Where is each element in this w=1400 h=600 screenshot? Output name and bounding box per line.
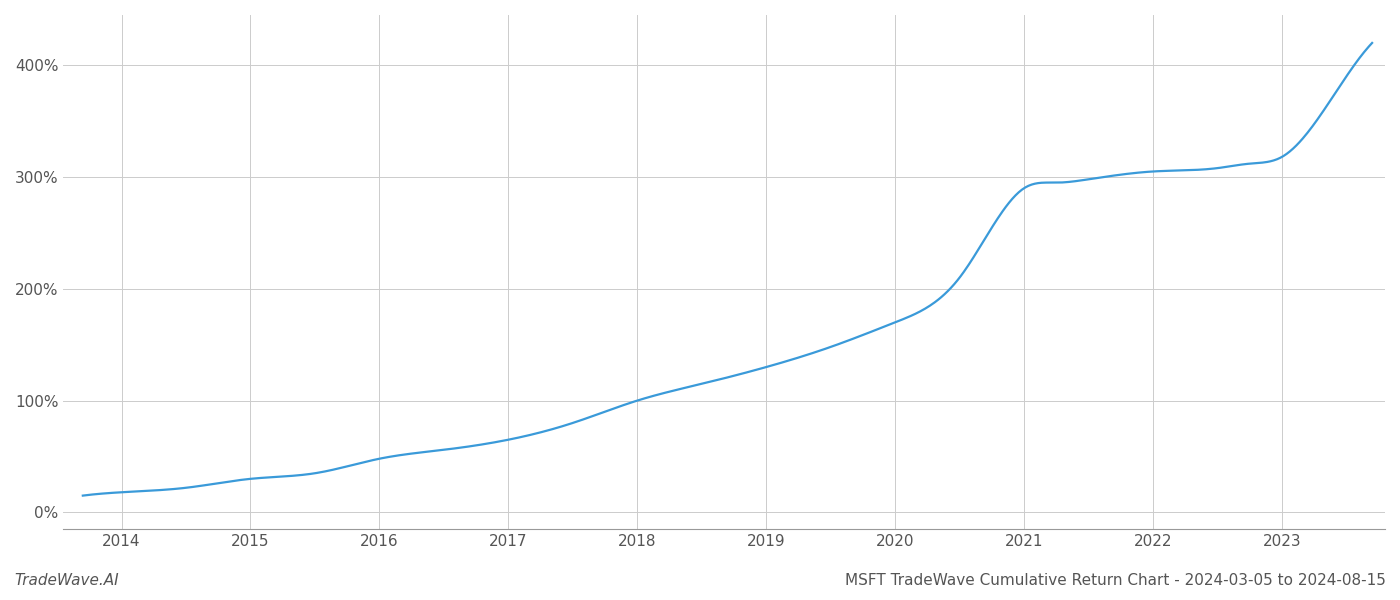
Text: MSFT TradeWave Cumulative Return Chart - 2024-03-05 to 2024-08-15: MSFT TradeWave Cumulative Return Chart -…	[846, 573, 1386, 588]
Text: TradeWave.AI: TradeWave.AI	[14, 573, 119, 588]
